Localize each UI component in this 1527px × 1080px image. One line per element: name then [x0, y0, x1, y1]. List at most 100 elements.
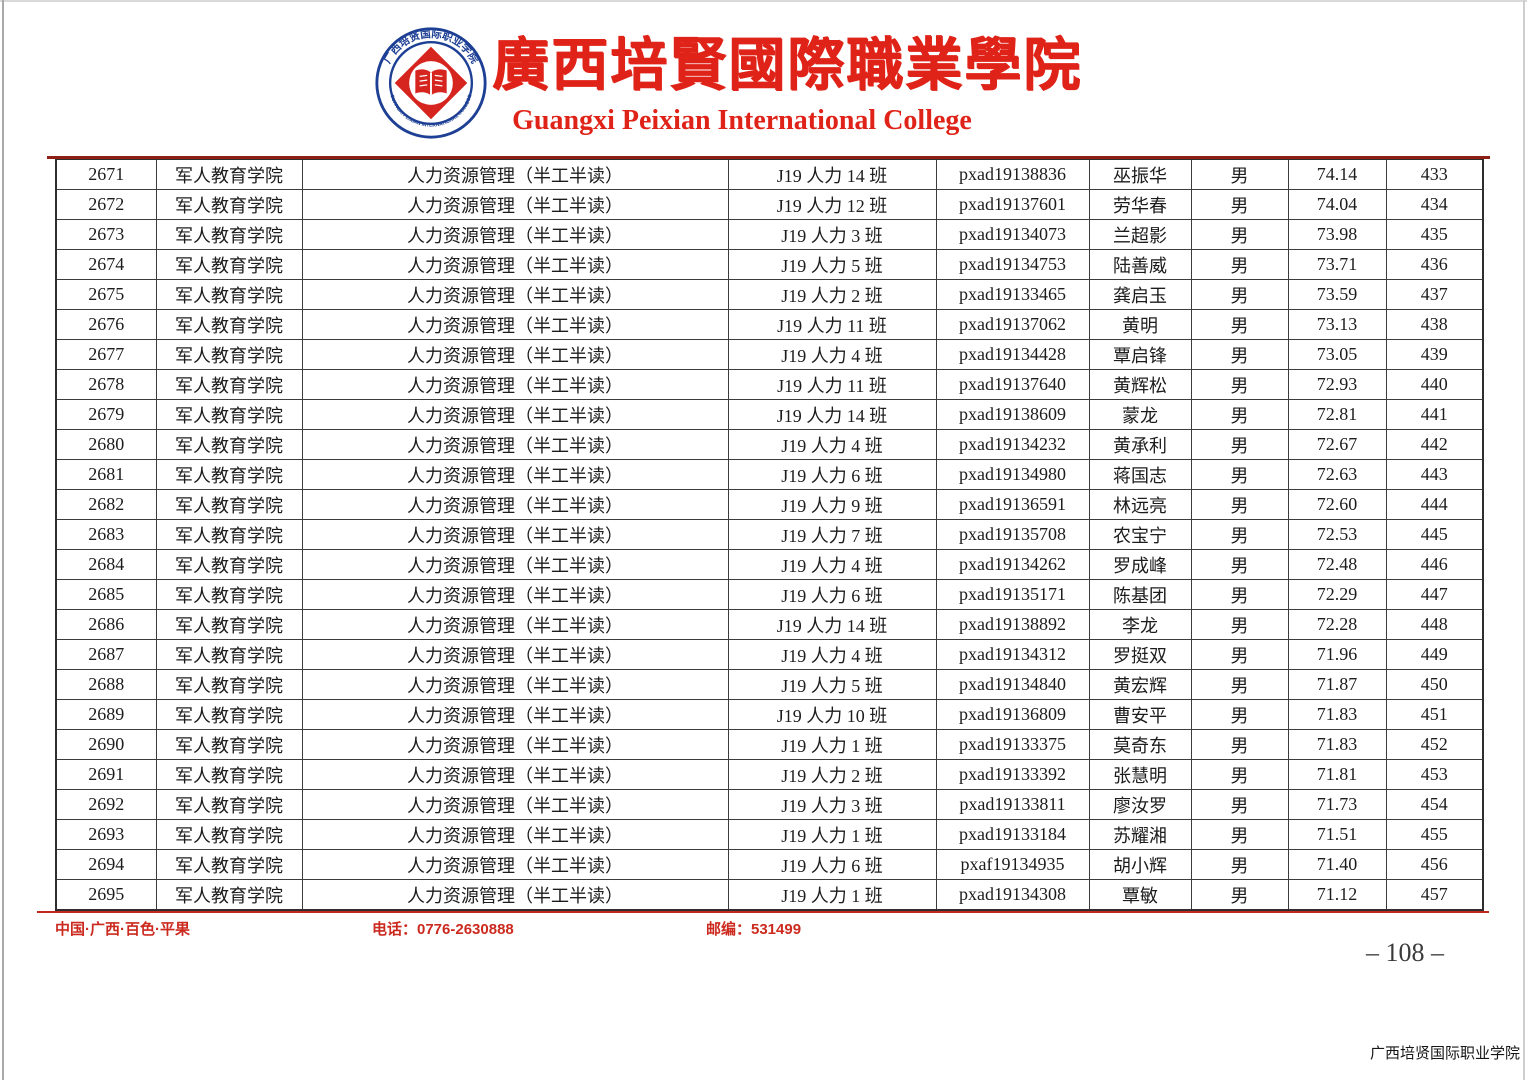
- serial-number: 2695: [55, 879, 157, 911]
- rank: 440: [1385, 369, 1484, 400]
- score: 71.83: [1287, 699, 1387, 730]
- class-name: J19 人力 5 班: [727, 249, 937, 280]
- major: 人力资源管理（半工半读）: [301, 399, 729, 430]
- rank: 453: [1385, 759, 1484, 790]
- table-row: 2682 军人教育学院 人力资源管理（半工半读） J19 人力 9 班 pxad1913…: [55, 489, 1484, 520]
- table-row: 2685 军人教育学院 人力资源管理（半工半读） J19 人力 6 班 pxad1913…: [55, 579, 1484, 610]
- rank: 439: [1385, 339, 1484, 370]
- gender: 男: [1190, 639, 1289, 670]
- college: 军人教育学院: [155, 279, 303, 310]
- college: 军人教育学院: [155, 429, 303, 460]
- rank: 457: [1385, 879, 1484, 911]
- scan-edge-top: [0, 0, 1527, 2]
- table-row: 2686 军人教育学院 人力资源管理（半工半读） J19 人力 14 班 pxad191…: [55, 609, 1484, 640]
- student-name: 蒙龙: [1088, 399, 1192, 430]
- gender: 男: [1190, 399, 1289, 430]
- gender: 男: [1190, 609, 1289, 640]
- class-name: J19 人力 3 班: [727, 219, 937, 250]
- rank: 435: [1385, 219, 1484, 250]
- score: 72.53: [1287, 519, 1387, 550]
- student-name: 罗挺双: [1088, 639, 1192, 670]
- student-name: 李龙: [1088, 609, 1192, 640]
- student-id: pxad19137062: [935, 309, 1090, 340]
- scan-edge-left: [2, 0, 4, 1080]
- gender: 男: [1190, 429, 1289, 460]
- scan-edge-right: [1523, 0, 1525, 1080]
- header-divider-rule: [47, 156, 1490, 159]
- serial-number: 2685: [55, 579, 157, 610]
- student-id: pxad19134428: [935, 339, 1090, 370]
- major: 人力资源管理（半工半读）: [301, 729, 729, 760]
- major: 人力资源管理（半工半读）: [301, 429, 729, 460]
- table-row: 2679 军人教育学院 人力资源管理（半工半读） J19 人力 14 班 pxad191…: [55, 399, 1484, 430]
- student-id: pxad19134232: [935, 429, 1090, 460]
- rank: 445: [1385, 519, 1484, 550]
- student-id: pxad19133465: [935, 279, 1090, 310]
- class-name: J19 人力 6 班: [727, 459, 937, 490]
- rank: 434: [1385, 189, 1484, 220]
- rank: 433: [1385, 158, 1484, 190]
- student-id: pxad19137601: [935, 189, 1090, 220]
- rank: 456: [1385, 849, 1484, 880]
- major: 人力资源管理（半工半读）: [301, 579, 729, 610]
- serial-number: 2686: [55, 609, 157, 640]
- student-id: pxad19133184: [935, 819, 1090, 850]
- student-name: 陈基团: [1088, 579, 1192, 610]
- gender: 男: [1190, 729, 1289, 760]
- gender: 男: [1190, 669, 1289, 700]
- serial-number: 2674: [55, 249, 157, 280]
- rank: 441: [1385, 399, 1484, 430]
- gender: 男: [1190, 789, 1289, 820]
- college: 军人教育学院: [155, 489, 303, 520]
- footer-address: 中国·广西·百色·平果: [55, 921, 190, 938]
- major: 人力资源管理（半工半读）: [301, 699, 729, 730]
- student-id: pxad19138892: [935, 609, 1090, 640]
- class-name: J19 人力 3 班: [727, 789, 937, 820]
- class-name: J19 人力 4 班: [727, 339, 937, 370]
- class-name: J19 人力 4 班: [727, 429, 937, 460]
- serial-number: 2681: [55, 459, 157, 490]
- student-records-table: 2671 军人教育学院 人力资源管理（半工半读） J19 人力 14 班 pxad191…: [55, 158, 1484, 911]
- college: 军人教育学院: [155, 879, 303, 911]
- page-number: – 108 –: [1366, 938, 1444, 967]
- table-row: 2693 军人教育学院 人力资源管理（半工半读） J19 人力 1 班 pxad1913…: [55, 819, 1484, 850]
- major: 人力资源管理（半工半读）: [301, 369, 729, 400]
- college: 军人教育学院: [155, 369, 303, 400]
- major: 人力资源管理（半工半读）: [301, 459, 729, 490]
- gender: 男: [1190, 459, 1289, 490]
- student-name: 胡小辉: [1088, 849, 1192, 880]
- footer-divider-rule: [37, 911, 1489, 913]
- major: 人力资源管理（半工半读）: [301, 519, 729, 550]
- score: 72.81: [1287, 399, 1387, 430]
- gender: 男: [1190, 759, 1289, 790]
- student-name: 苏耀湘: [1088, 819, 1192, 850]
- rank: 455: [1385, 819, 1484, 850]
- table-row: 2694 军人教育学院 人力资源管理（半工半读） J19 人力 6 班 pxaf1913…: [55, 849, 1484, 880]
- rank: 442: [1385, 429, 1484, 460]
- serial-number: 2693: [55, 819, 157, 850]
- college: 军人教育学院: [155, 549, 303, 580]
- major: 人力资源管理（半工半读）: [301, 489, 729, 520]
- college: 军人教育学院: [155, 819, 303, 850]
- college: 军人教育学院: [155, 609, 303, 640]
- student-name: 张慧明: [1088, 759, 1192, 790]
- footer-postcode: 邮编：531499: [706, 921, 802, 938]
- records-table-body: 2671 军人教育学院 人力资源管理（半工半读） J19 人力 14 班 pxad191…: [55, 158, 1484, 911]
- class-name: J19 人力 6 班: [727, 849, 937, 880]
- serial-number: 2691: [55, 759, 157, 790]
- college: 军人教育学院: [155, 459, 303, 490]
- table-row: 2691 军人教育学院 人力资源管理（半工半读） J19 人力 2 班 pxad1913…: [55, 759, 1484, 790]
- rank: 447: [1385, 579, 1484, 610]
- student-id: pxad19134262: [935, 549, 1090, 580]
- class-name: J19 人力 4 班: [727, 639, 937, 670]
- student-name: 兰超影: [1088, 219, 1192, 250]
- major: 人力资源管理（半工半读）: [301, 849, 729, 880]
- college: 军人教育学院: [155, 158, 303, 190]
- table-row: 2678 军人教育学院 人力资源管理（半工半读） J19 人力 11 班 pxad191…: [55, 369, 1484, 400]
- serial-number: 2676: [55, 309, 157, 340]
- major: 人力资源管理（半工半读）: [301, 309, 729, 340]
- rank: 438: [1385, 309, 1484, 340]
- serial-number: 2680: [55, 429, 157, 460]
- student-id: pxad19133811: [935, 789, 1090, 820]
- score: 73.13: [1287, 309, 1387, 340]
